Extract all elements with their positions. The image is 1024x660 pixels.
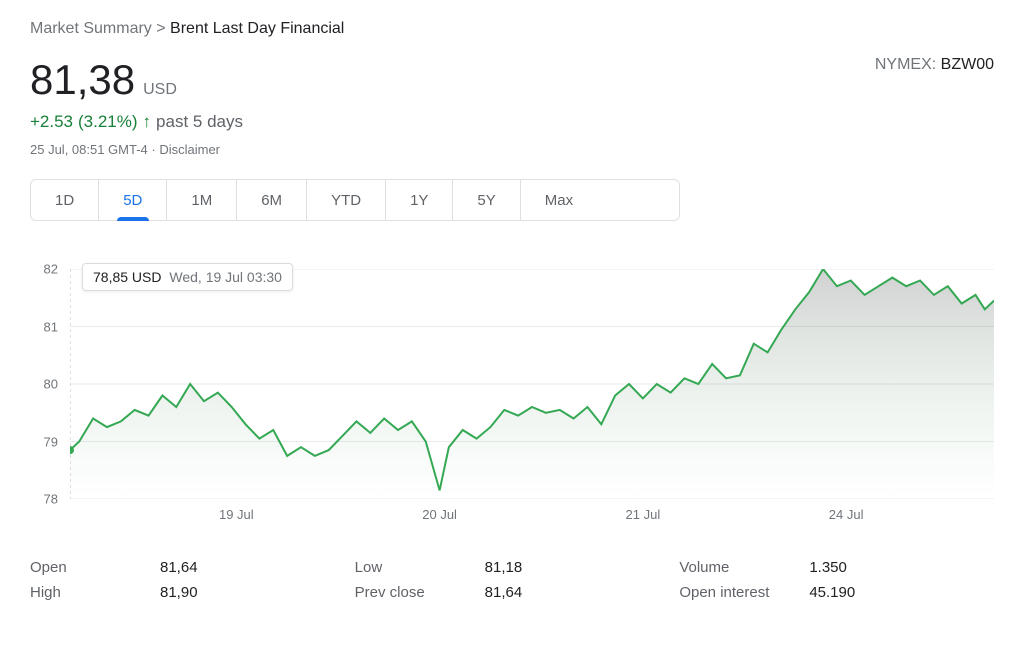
exchange: NYMEX: BZW00 (875, 56, 994, 74)
breadcrumb-sep: > (156, 20, 170, 37)
y-tick: 81 (44, 319, 58, 334)
range-tabs: 1D5D1M6MYTD1Y5YMax (30, 179, 680, 221)
change-delta: +2.53 (30, 112, 73, 132)
stat-open: Open81,64 (30, 559, 345, 576)
change-pct: (3.21%) (78, 112, 138, 132)
breadcrumb: Market Summary > Brent Last Day Financia… (30, 20, 994, 38)
price-value: 81,38 (30, 56, 135, 104)
tab-5y[interactable]: 5Y (453, 180, 520, 220)
tooltip-date: Wed, 19 Jul 03:30 (169, 269, 282, 285)
x-tick: 19 Jul (219, 507, 254, 522)
chart-tooltip: 78,85 USD Wed, 19 Jul 03:30 (82, 263, 293, 291)
change-row: +2.53 (3.21%) ↑ past 5 days (30, 112, 243, 132)
y-tick: 80 (44, 377, 58, 392)
price-row: 81,38 USD (30, 56, 243, 104)
timestamp: 25 Jul, 08:51 GMT-4 · Disclaimer (30, 142, 243, 157)
stat-prev-close: Prev close81,64 (355, 584, 670, 601)
stat-volume: Volume1.350 (679, 559, 994, 576)
tooltip-price: 78,85 USD (93, 269, 161, 285)
stat-low: Low81,18 (355, 559, 670, 576)
change-period: past 5 days (156, 112, 243, 132)
stats-grid: Open81,64 Low81,18 Volume1.350 High81,90… (30, 559, 994, 601)
change-arrow-icon: ↑ (143, 112, 152, 132)
exchange-name: NYMEX: (875, 56, 936, 73)
x-tick: 21 Jul (626, 507, 661, 522)
tab-5d[interactable]: 5D (99, 180, 167, 220)
tab-ytd[interactable]: YTD (307, 180, 386, 220)
y-tick: 82 (44, 262, 58, 277)
breadcrumb-root[interactable]: Market Summary (30, 20, 152, 37)
tab-max[interactable]: Max (521, 180, 597, 220)
chart-area: 78,85 USD Wed, 19 Jul 03:30 7879808182 1… (30, 269, 994, 539)
tab-1y[interactable]: 1Y (386, 180, 453, 220)
x-tick: 24 Jul (829, 507, 864, 522)
y-tick: 78 (44, 492, 58, 507)
y-tick: 79 (44, 434, 58, 449)
tab-1m[interactable]: 1M (167, 180, 237, 220)
y-axis-labels: 7879808182 (30, 269, 66, 499)
stat-open-interest: Open interest45.190 (679, 584, 994, 601)
tab-1d[interactable]: 1D (31, 180, 99, 220)
x-tick: 20 Jul (422, 507, 457, 522)
exchange-ticker: BZW00 (941, 56, 994, 73)
stat-high: High81,90 (30, 584, 345, 601)
breadcrumb-current: Brent Last Day Financial (170, 20, 344, 37)
chart-plot[interactable] (70, 269, 994, 499)
tab-6m[interactable]: 6M (237, 180, 307, 220)
price-currency: USD (143, 81, 177, 99)
